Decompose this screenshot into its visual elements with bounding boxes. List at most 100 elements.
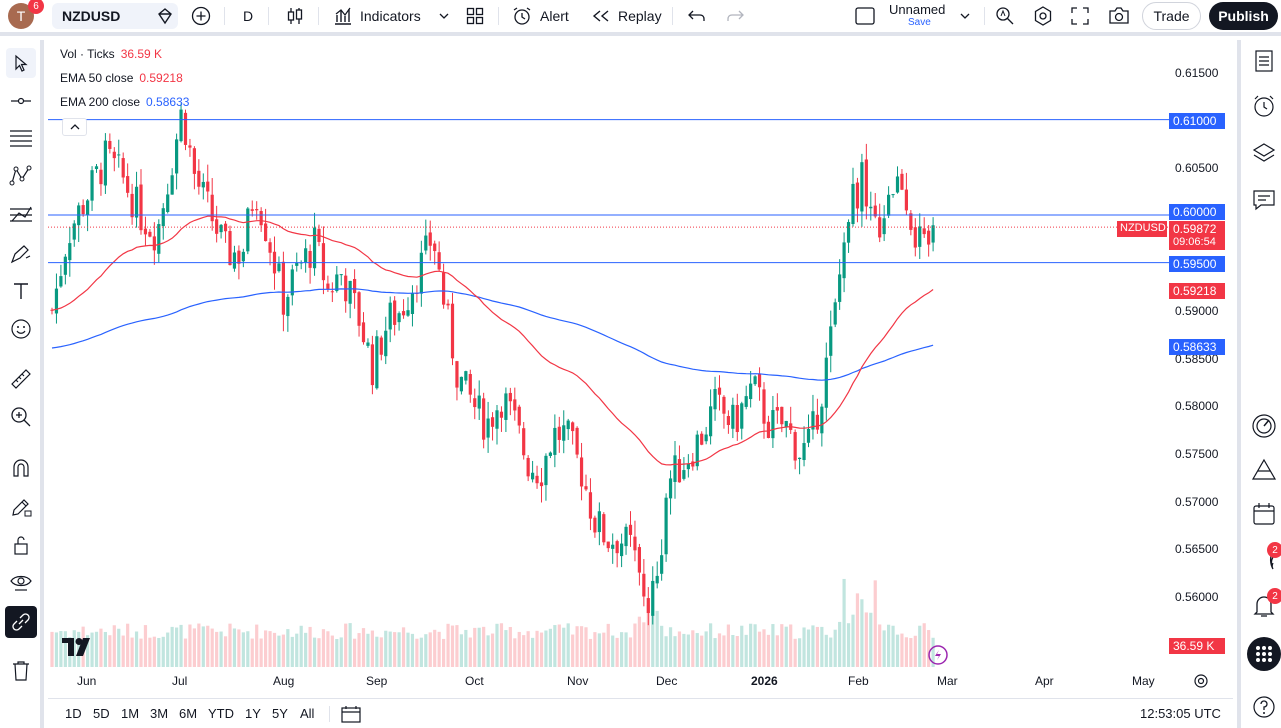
indicators-dropdown-icon[interactable] xyxy=(438,0,450,32)
candle-body xyxy=(237,250,241,264)
apps-grid-icon[interactable] xyxy=(1247,637,1281,671)
volume-bar xyxy=(531,637,535,667)
volume-bar xyxy=(384,630,388,667)
trash-icon[interactable] xyxy=(6,656,36,686)
volume-bar xyxy=(215,631,219,667)
volume-bar xyxy=(179,624,183,667)
volume-bar xyxy=(152,636,156,667)
ideas-badge: 2 xyxy=(1267,542,1281,558)
range-all[interactable]: All xyxy=(300,706,315,721)
layout-checkbox[interactable] xyxy=(855,0,875,32)
price-chart[interactable] xyxy=(48,40,1233,694)
symbol-name[interactable]: NZDUSD xyxy=(62,8,121,24)
quick-search-icon[interactable] xyxy=(995,0,1015,32)
range-3m[interactable]: 3M xyxy=(150,706,169,721)
ruler-icon[interactable] xyxy=(6,364,36,394)
volume-bar xyxy=(508,626,512,667)
layout-save-status: Save xyxy=(908,16,931,28)
eye-icon[interactable] xyxy=(6,567,36,597)
legend-ema50-label: EMA 50 close xyxy=(60,71,134,85)
settings-gear-icon[interactable] xyxy=(1033,0,1053,32)
indicators-button[interactable]: Indicators xyxy=(333,0,421,32)
candle-body xyxy=(161,208,165,227)
chart-pane[interactable] xyxy=(48,40,1233,694)
candle-body xyxy=(477,395,481,409)
layouts-grid-icon[interactable] xyxy=(466,0,484,32)
volume-bar xyxy=(918,625,922,667)
link-icon[interactable] xyxy=(5,606,37,638)
axis-settings-icon[interactable] xyxy=(1193,673,1209,689)
candles-icon[interactable] xyxy=(286,0,304,32)
magnet-icon[interactable] xyxy=(6,453,36,483)
undo-icon[interactable] xyxy=(688,0,706,32)
candle-body xyxy=(192,148,196,174)
interval-button[interactable]: D xyxy=(243,8,254,24)
candle-body xyxy=(811,411,815,430)
candle-body xyxy=(183,112,188,145)
watchlist-icon[interactable] xyxy=(1249,46,1279,76)
range-ytd[interactable]: YTD xyxy=(208,706,234,721)
layers-icon[interactable] xyxy=(1249,138,1279,168)
candle-body xyxy=(139,184,143,231)
fib-retracement-icon[interactable] xyxy=(6,123,36,153)
candle-body xyxy=(517,406,521,426)
collapse-legend-button[interactable] xyxy=(62,118,87,136)
symbol-search[interactable] xyxy=(52,3,178,29)
fullscreen-icon[interactable] xyxy=(1071,0,1089,32)
volume-bar xyxy=(851,614,855,667)
candle-body xyxy=(401,311,406,316)
chat-icon[interactable] xyxy=(1249,185,1279,215)
lock-icon[interactable] xyxy=(6,530,36,560)
calendar-icon[interactable] xyxy=(1249,499,1279,529)
text-tool-icon[interactable] xyxy=(6,276,36,306)
volume-bar xyxy=(192,628,196,667)
layout-dropdown-icon[interactable] xyxy=(959,0,971,32)
volume-bar xyxy=(900,633,904,667)
trend-line-icon[interactable] xyxy=(6,86,36,116)
zoom-in-icon[interactable] xyxy=(6,402,36,432)
range-5d[interactable]: 5D xyxy=(93,706,110,721)
candles xyxy=(50,103,935,626)
legend-volume[interactable]: Vol · Ticks 36.59 K xyxy=(60,47,162,61)
volume-bar xyxy=(468,637,472,667)
utc-clock[interactable]: 12:53:05 UTC xyxy=(1140,706,1221,721)
range-1d[interactable]: 1D xyxy=(65,706,82,721)
pattern-icon[interactable] xyxy=(6,161,36,191)
candle-body xyxy=(628,524,633,535)
legend-volume-label: Vol · Ticks xyxy=(60,47,115,61)
brush-icon[interactable] xyxy=(6,239,36,269)
cursor-icon[interactable] xyxy=(6,48,36,78)
target-icon[interactable] xyxy=(1249,411,1279,441)
range-5y[interactable]: 5Y xyxy=(272,706,288,721)
alert-button[interactable]: Alert xyxy=(512,0,569,32)
candle-body xyxy=(557,426,561,440)
compare-icon[interactable] xyxy=(156,0,174,32)
pencil-lock-icon[interactable] xyxy=(6,492,36,522)
camera-icon[interactable] xyxy=(1108,0,1130,32)
legend-ema50[interactable]: EMA 50 close 0.59218 xyxy=(60,71,183,85)
candle-body xyxy=(308,251,312,268)
replay-button[interactable]: Replay xyxy=(592,0,662,32)
alerts-clock-icon[interactable] xyxy=(1249,91,1279,121)
hotlist-icon[interactable] xyxy=(1249,455,1279,485)
publish-button[interactable]: Publish xyxy=(1209,2,1278,30)
volume-bar xyxy=(415,638,419,667)
layout-name[interactable]: Unnamed xyxy=(889,1,946,17)
trade-button[interactable]: Trade xyxy=(1142,2,1201,30)
candle-body xyxy=(855,182,860,209)
help-icon[interactable] xyxy=(1249,692,1279,722)
volume-bar xyxy=(437,631,441,667)
volume-bar xyxy=(223,636,228,667)
add-symbol-icon[interactable] xyxy=(191,0,211,32)
redo-icon[interactable] xyxy=(726,0,744,32)
volume-bar xyxy=(335,638,339,667)
legend-ema200[interactable]: EMA 200 close 0.58633 xyxy=(60,95,189,109)
volume-bar xyxy=(317,638,321,667)
forecast-icon[interactable] xyxy=(6,200,36,230)
emoji-icon[interactable] xyxy=(6,314,36,344)
date-range-calendar-icon[interactable] xyxy=(341,705,361,723)
flash-icon[interactable] xyxy=(928,645,948,665)
range-1m[interactable]: 1M xyxy=(121,706,140,721)
range-1y[interactable]: 1Y xyxy=(245,706,261,721)
range-6m[interactable]: 6M xyxy=(179,706,198,721)
